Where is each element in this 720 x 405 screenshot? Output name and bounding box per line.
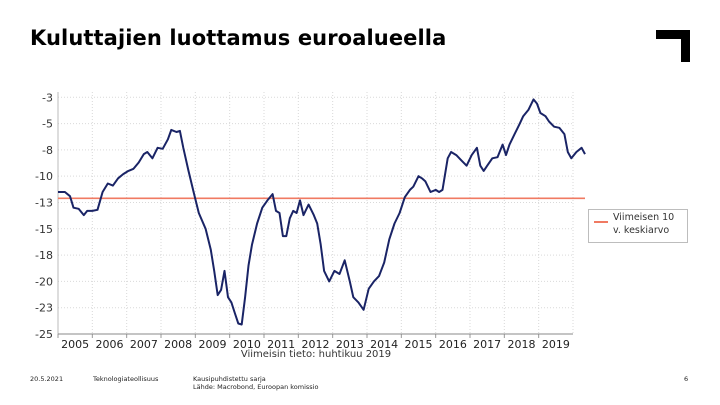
series-layer (58, 98, 586, 326)
y-tick-label: -5 (42, 118, 53, 131)
x-tick-label: 2014 (370, 338, 398, 351)
legend-swatch-average (594, 221, 608, 223)
legend: Viimeisen 10 v. keskiarvo (588, 209, 688, 243)
company-logo (656, 30, 690, 62)
y-tick-label: -10 (35, 170, 53, 183)
y-tick-label: -20 (35, 275, 53, 288)
footer-date: 20.5.2021 (30, 375, 64, 383)
axis-layer: -3 -5 -8 -10 -13 -15 -18 -20 -23 -25 2005 2006 2007 2… (35, 91, 573, 351)
page-title: Kuluttajien luottamus euroalueella (30, 26, 447, 50)
x-tick-label: 2009 (199, 338, 227, 351)
legend-label-average: Viimeisen 10 v. keskiarvo (613, 212, 675, 236)
y-tick-label: -8 (42, 144, 53, 157)
y-tick-label: -3 (42, 91, 53, 104)
x-tick-label: 2015 (405, 338, 433, 351)
footer-source: Kausipuhdistettu sarja Lähde: Macrobond,… (193, 375, 318, 391)
y-tick-label: -15 (35, 223, 53, 236)
x-tick-label: 2011 (267, 338, 295, 351)
logo-bar-horizontal (656, 30, 690, 39)
x-tick-label: 2005 (61, 338, 89, 351)
x-tick-label: 2010 (233, 338, 261, 351)
x-tick-label: 2012 (302, 338, 330, 351)
x-tick-label: 2017 (473, 338, 501, 351)
y-tick-label: -13 (35, 196, 53, 209)
x-tick-label: 2007 (130, 338, 158, 351)
y-tick-label: -25 (35, 328, 53, 341)
x-tick-label: 2018 (508, 338, 536, 351)
page-number: 6 (684, 375, 689, 383)
footer-source-line1: Kausipuhdistettu sarja (193, 375, 266, 383)
x-tick-label: 2008 (164, 338, 192, 351)
footer-organization: Teknologiateollisuus (93, 375, 159, 383)
grid-layer (57, 92, 574, 335)
x-tick-label: 2006 (96, 338, 124, 351)
x-tick-label: 2013 (336, 338, 364, 351)
x-tick-label: 2016 (439, 338, 467, 351)
x-axis-note: Viimeisin tieto: huhtikuu 2019 (241, 349, 391, 360)
series-line-consumer-confidence (58, 98, 586, 326)
y-tick-label: -23 (35, 302, 53, 315)
x-tick-label: 2019 (542, 338, 570, 351)
footer-source-line2: Lähde: Macrobond, Euroopan komissio (193, 383, 319, 391)
logo-bar-vertical (681, 30, 690, 62)
y-tick-label: -18 (35, 249, 53, 262)
